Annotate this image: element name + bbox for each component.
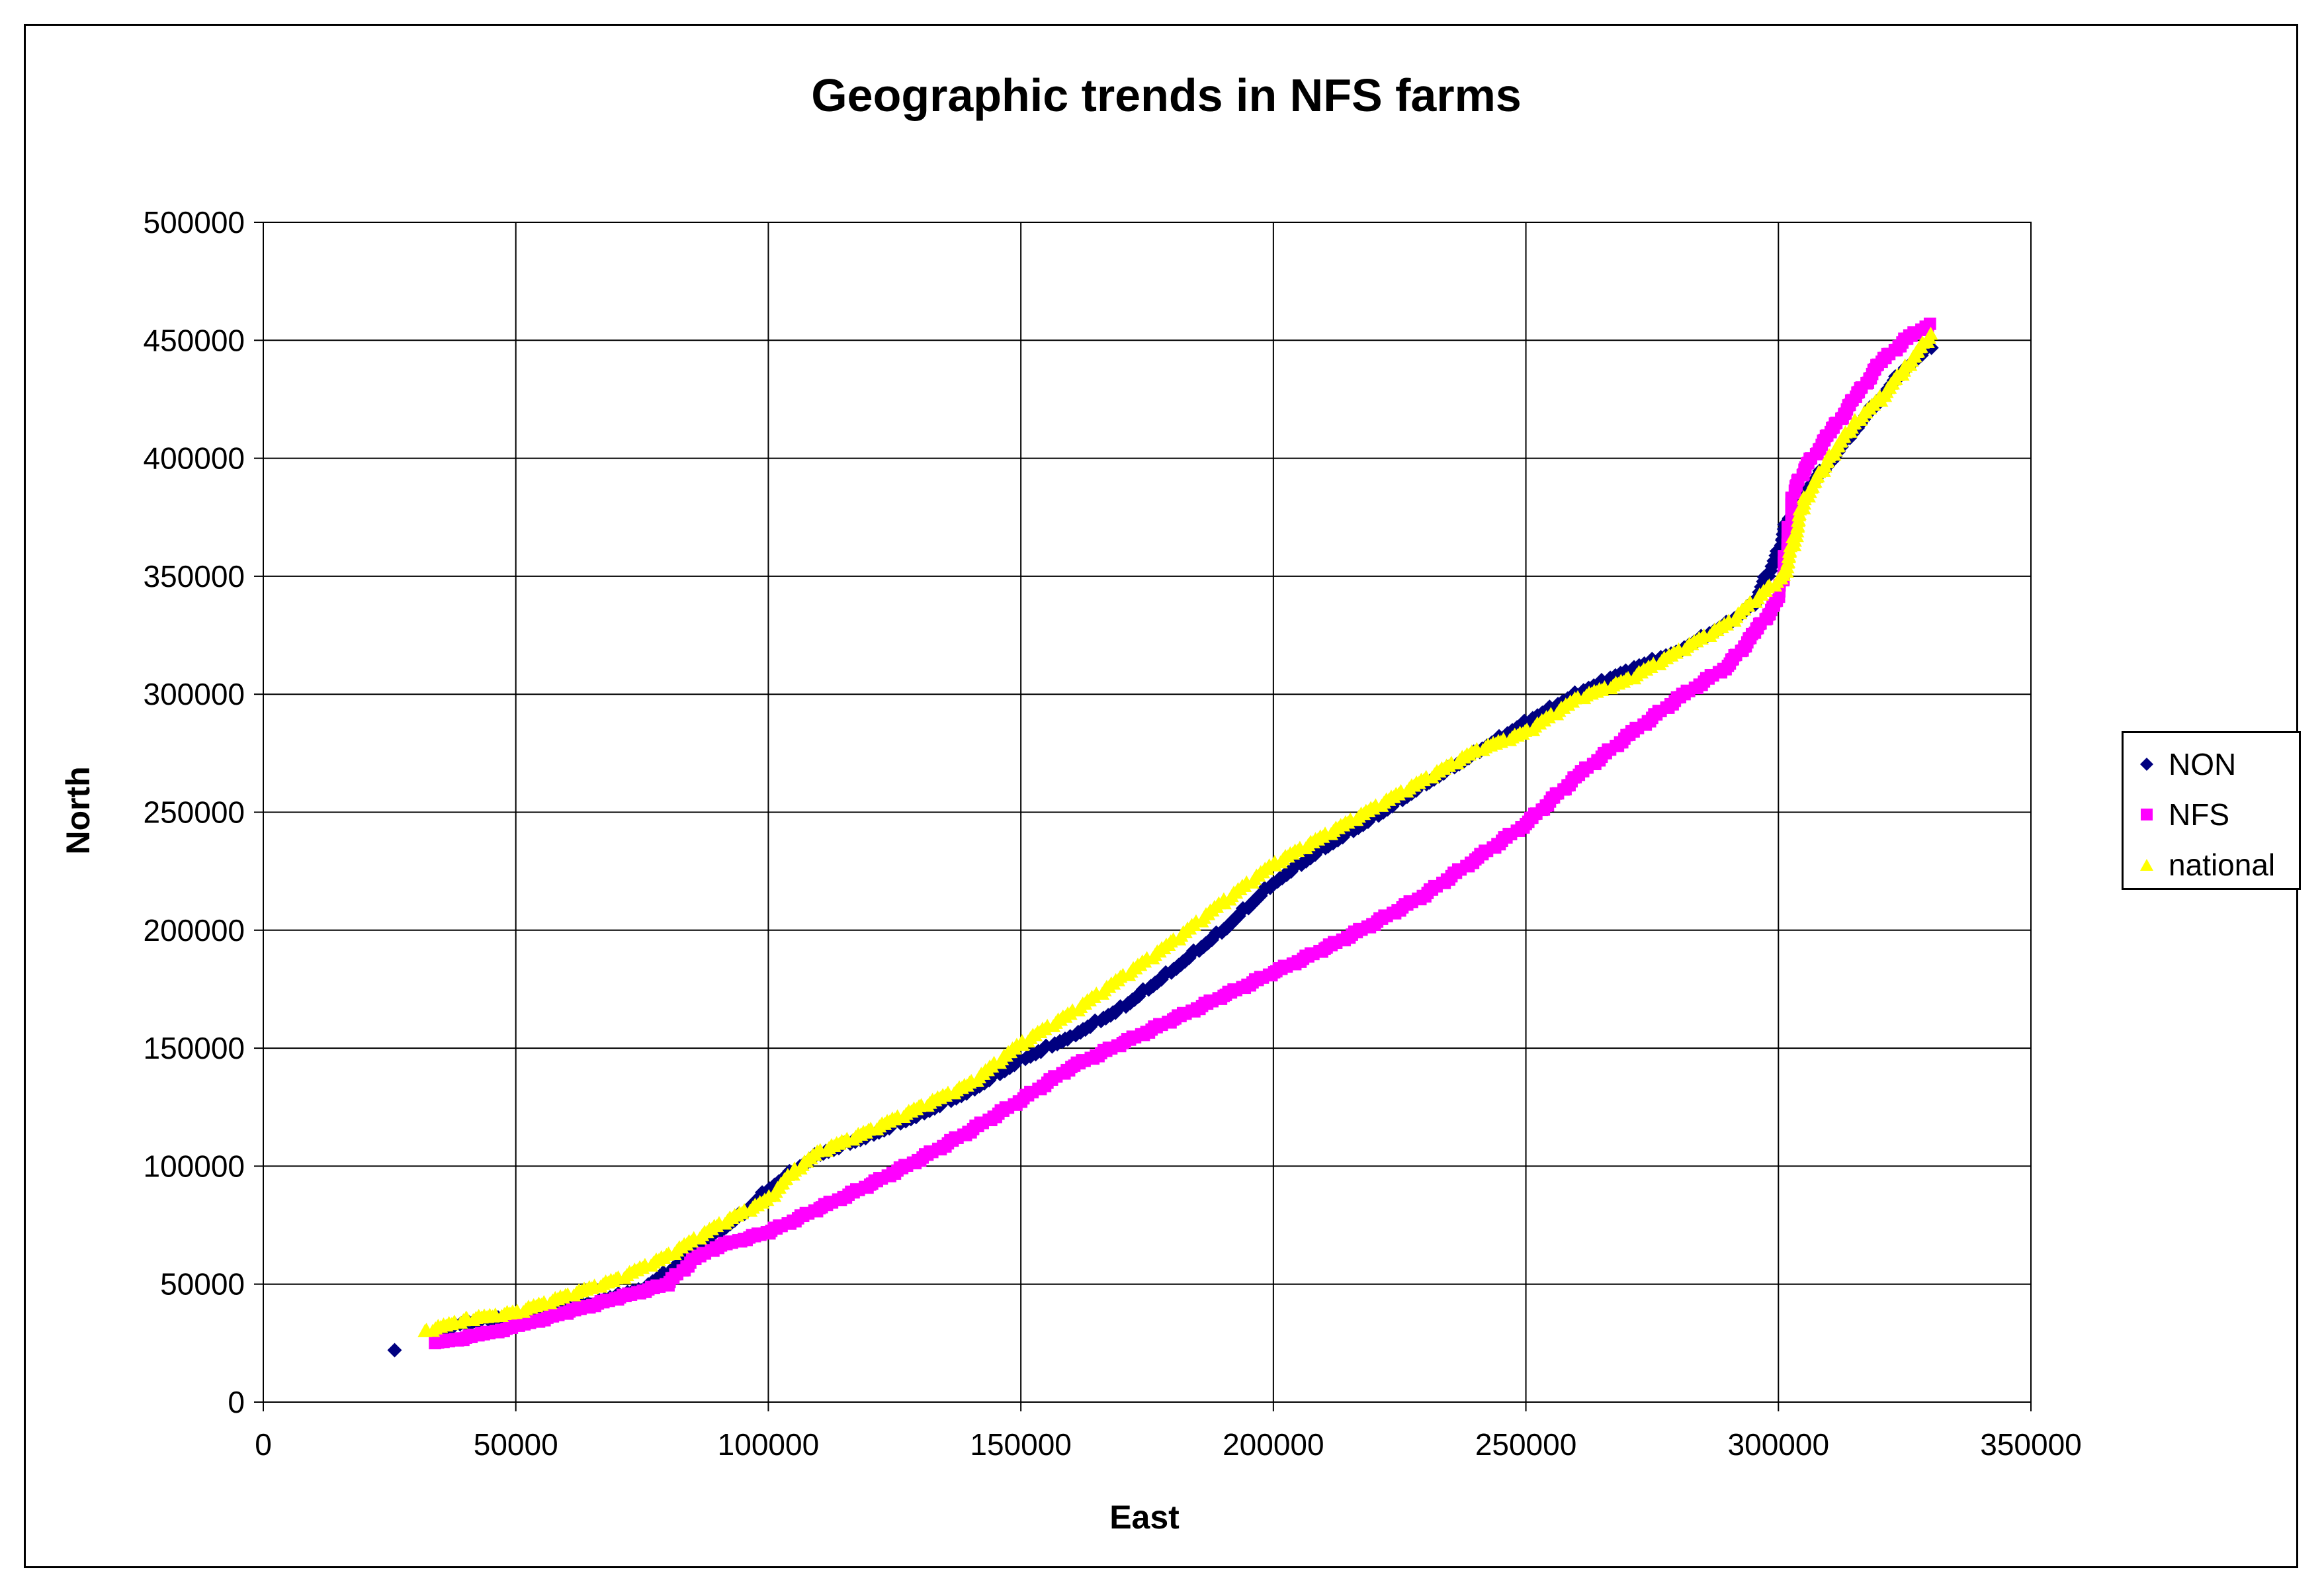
y-tick-label: 0 — [228, 1385, 245, 1419]
legend-label-non: NON — [2169, 747, 2237, 781]
legend: NON NFS national — [2122, 731, 2301, 890]
y-tick-label: 500000 — [144, 205, 245, 240]
y-axis-label: North — [60, 766, 97, 854]
y-tick-label: 150000 — [144, 1031, 245, 1065]
legend-item-national: national — [2124, 842, 2299, 888]
legend-item-non: NON — [2124, 741, 2299, 787]
x-tick-label: 150000 — [970, 1427, 1072, 1462]
triangle-marker-icon — [2140, 859, 2153, 871]
y-tick-label: 450000 — [144, 323, 245, 357]
y-tick-label: 200000 — [144, 913, 245, 948]
series-nfs-point — [1923, 317, 1936, 330]
x-tick-label: 200000 — [1223, 1427, 1324, 1462]
chart-title: Geographic trends in NFS farms — [811, 69, 1522, 121]
y-tick-label: 300000 — [144, 677, 245, 711]
x-tick-label: 50000 — [474, 1427, 558, 1462]
y-tick-label: 400000 — [144, 441, 245, 476]
y-tick-label: 100000 — [144, 1149, 245, 1183]
y-tick-label: 50000 — [160, 1267, 245, 1302]
x-tick-label: 350000 — [1980, 1427, 2082, 1462]
x-tick-label: 0 — [255, 1427, 272, 1462]
legend-label-national: national — [2169, 848, 2276, 882]
x-tick-label: 300000 — [1728, 1427, 1830, 1462]
legend-label-nfs: NFS — [2169, 797, 2229, 832]
legend-item-nfs: NFS — [2124, 791, 2299, 838]
x-tick-label: 250000 — [1475, 1427, 1577, 1462]
x-tick-label: 100000 — [718, 1427, 820, 1462]
y-tick-label: 350000 — [144, 559, 245, 594]
x-axis-label: East — [1109, 1499, 1180, 1536]
y-tick-label: 250000 — [144, 795, 245, 830]
chart-frame — [24, 24, 2298, 1568]
series-national-point — [1923, 326, 1938, 340]
diamond-marker-icon — [2140, 758, 2153, 771]
series-non-point — [387, 1343, 402, 1358]
square-marker-icon — [2141, 809, 2153, 820]
